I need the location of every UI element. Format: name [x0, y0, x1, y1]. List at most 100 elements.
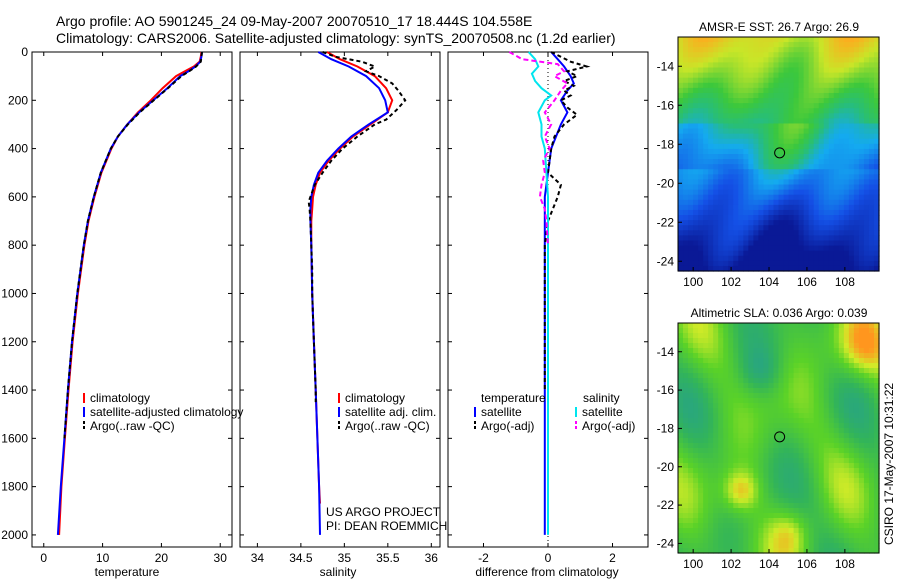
- heatmap-cell: [843, 423, 850, 429]
- heatmap-cell: [723, 230, 729, 236]
- heatmap-cell: [773, 393, 780, 399]
- heatmap-cell: [863, 378, 870, 384]
- heatmap-cell: [863, 103, 870, 109]
- heatmap-cell: [758, 478, 765, 484]
- heatmap-cell: [803, 468, 810, 474]
- heatmap-cell: [683, 164, 689, 170]
- heatmap-cell: [788, 528, 795, 534]
- heatmap-cell: [708, 473, 714, 479]
- heatmap-cell: [748, 413, 754, 419]
- heatmap-cell: [758, 398, 765, 404]
- heatmap-cell: [768, 478, 775, 484]
- heatmap-cell: [803, 428, 810, 434]
- heatmap-cell: [858, 57, 865, 64]
- heatmap-cell: [828, 42, 835, 48]
- heatmap-cell: [753, 333, 760, 339]
- heatmap-cell: [713, 169, 719, 175]
- heatmap-cell: [688, 523, 694, 529]
- heatmap-cell: [718, 393, 724, 399]
- heatmap-cell: [848, 333, 855, 339]
- heatmap-cell: [768, 428, 775, 434]
- heatmap-cell: [683, 240, 689, 247]
- heatmap-cell: [763, 373, 770, 379]
- heatmap-cell: [758, 159, 765, 165]
- heatmap-cell: [863, 443, 870, 449]
- heatmap-cell: [708, 468, 714, 474]
- heatmap-cell: [728, 169, 734, 175]
- heatmap-cell: [728, 179, 734, 186]
- heatmap-cell: [848, 493, 855, 499]
- heatmap-cell: [713, 52, 719, 58]
- heatmap-cell: [728, 443, 734, 449]
- heatmap-cell: [743, 348, 749, 354]
- heatmap-cell: [708, 189, 714, 196]
- heatmap-cell: [768, 328, 775, 334]
- heatmap-cell: [753, 363, 760, 369]
- heatmap-cell: [703, 428, 709, 434]
- heatmap-cell: [818, 503, 825, 509]
- heatmap-cell: [858, 230, 865, 236]
- heatmap-cell: [853, 87, 860, 94]
- heatmap-cell: [853, 113, 860, 119]
- heatmap-cell: [728, 483, 734, 489]
- heatmap-cell: [703, 433, 709, 439]
- heatmap-cell: [723, 518, 729, 524]
- heatmap-cell: [753, 47, 760, 53]
- heatmap-cell: [793, 468, 800, 474]
- heatmap-cell: [868, 169, 875, 175]
- heatmap-cell: [698, 204, 704, 211]
- heatmap-cell: [693, 154, 699, 160]
- heatmap-cell: [808, 143, 815, 150]
- heatmap-cell: [818, 443, 825, 449]
- heatmap-cell: [698, 118, 704, 125]
- heatmap-cell: [838, 235, 845, 242]
- heatmap-cell: [823, 184, 830, 191]
- heatmap-cell: [868, 338, 875, 344]
- heatmap-cell: [733, 209, 739, 216]
- heatmap-cell: [773, 113, 780, 119]
- heatmap-cell: [783, 209, 790, 216]
- heatmap-cell: [728, 388, 734, 394]
- heatmap-cell: [743, 103, 749, 109]
- heatmap-cell: [683, 57, 689, 64]
- heatmap-cell: [678, 433, 684, 439]
- heatmap-cell: [793, 348, 800, 354]
- heatmap-cell: [823, 220, 830, 226]
- heatmap-cell: [683, 528, 689, 534]
- heatmap-cell: [853, 77, 860, 84]
- heatmap-cell: [733, 373, 739, 379]
- heatmap-cell: [743, 403, 749, 409]
- heatmap-cell: [858, 67, 865, 74]
- heatmap-cell: [833, 77, 840, 84]
- heatmap-cell: [833, 348, 840, 354]
- heatmap-cell: [813, 250, 820, 257]
- heatmap-cell: [833, 209, 840, 216]
- heatmap-cell: [863, 383, 870, 389]
- heatmap-cell: [803, 473, 810, 479]
- heatmap-cell: [778, 245, 785, 252]
- heatmap-cell: [688, 133, 694, 140]
- heatmap-cell: [778, 468, 785, 474]
- heatmap-cell: [873, 348, 880, 354]
- heatmap-cell: [788, 255, 795, 262]
- heatmap-cell: [723, 62, 729, 69]
- heatmap-cell: [718, 408, 724, 414]
- heatmap-cell: [703, 194, 709, 201]
- heatmap-cell: [763, 138, 770, 145]
- heatmap-cell: [833, 463, 840, 469]
- heatmap-cell: [773, 528, 780, 534]
- x-tick-label: 100: [683, 275, 703, 289]
- heatmap-cell: [833, 538, 840, 544]
- heatmap-cell: [838, 488, 845, 494]
- heatmap-cell: [813, 245, 820, 252]
- heatmap-cell: [768, 159, 775, 165]
- heatmap-cell: [813, 143, 820, 150]
- heatmap-cell: [838, 378, 845, 384]
- heatmap-cell: [743, 503, 749, 509]
- heatmap-cell: [868, 82, 875, 89]
- heatmap-cell: [683, 343, 689, 349]
- heatmap-cell: [748, 57, 754, 64]
- heatmap-cell: [823, 169, 830, 175]
- heatmap-cell: [788, 57, 795, 64]
- heatmap-cell: [833, 453, 840, 459]
